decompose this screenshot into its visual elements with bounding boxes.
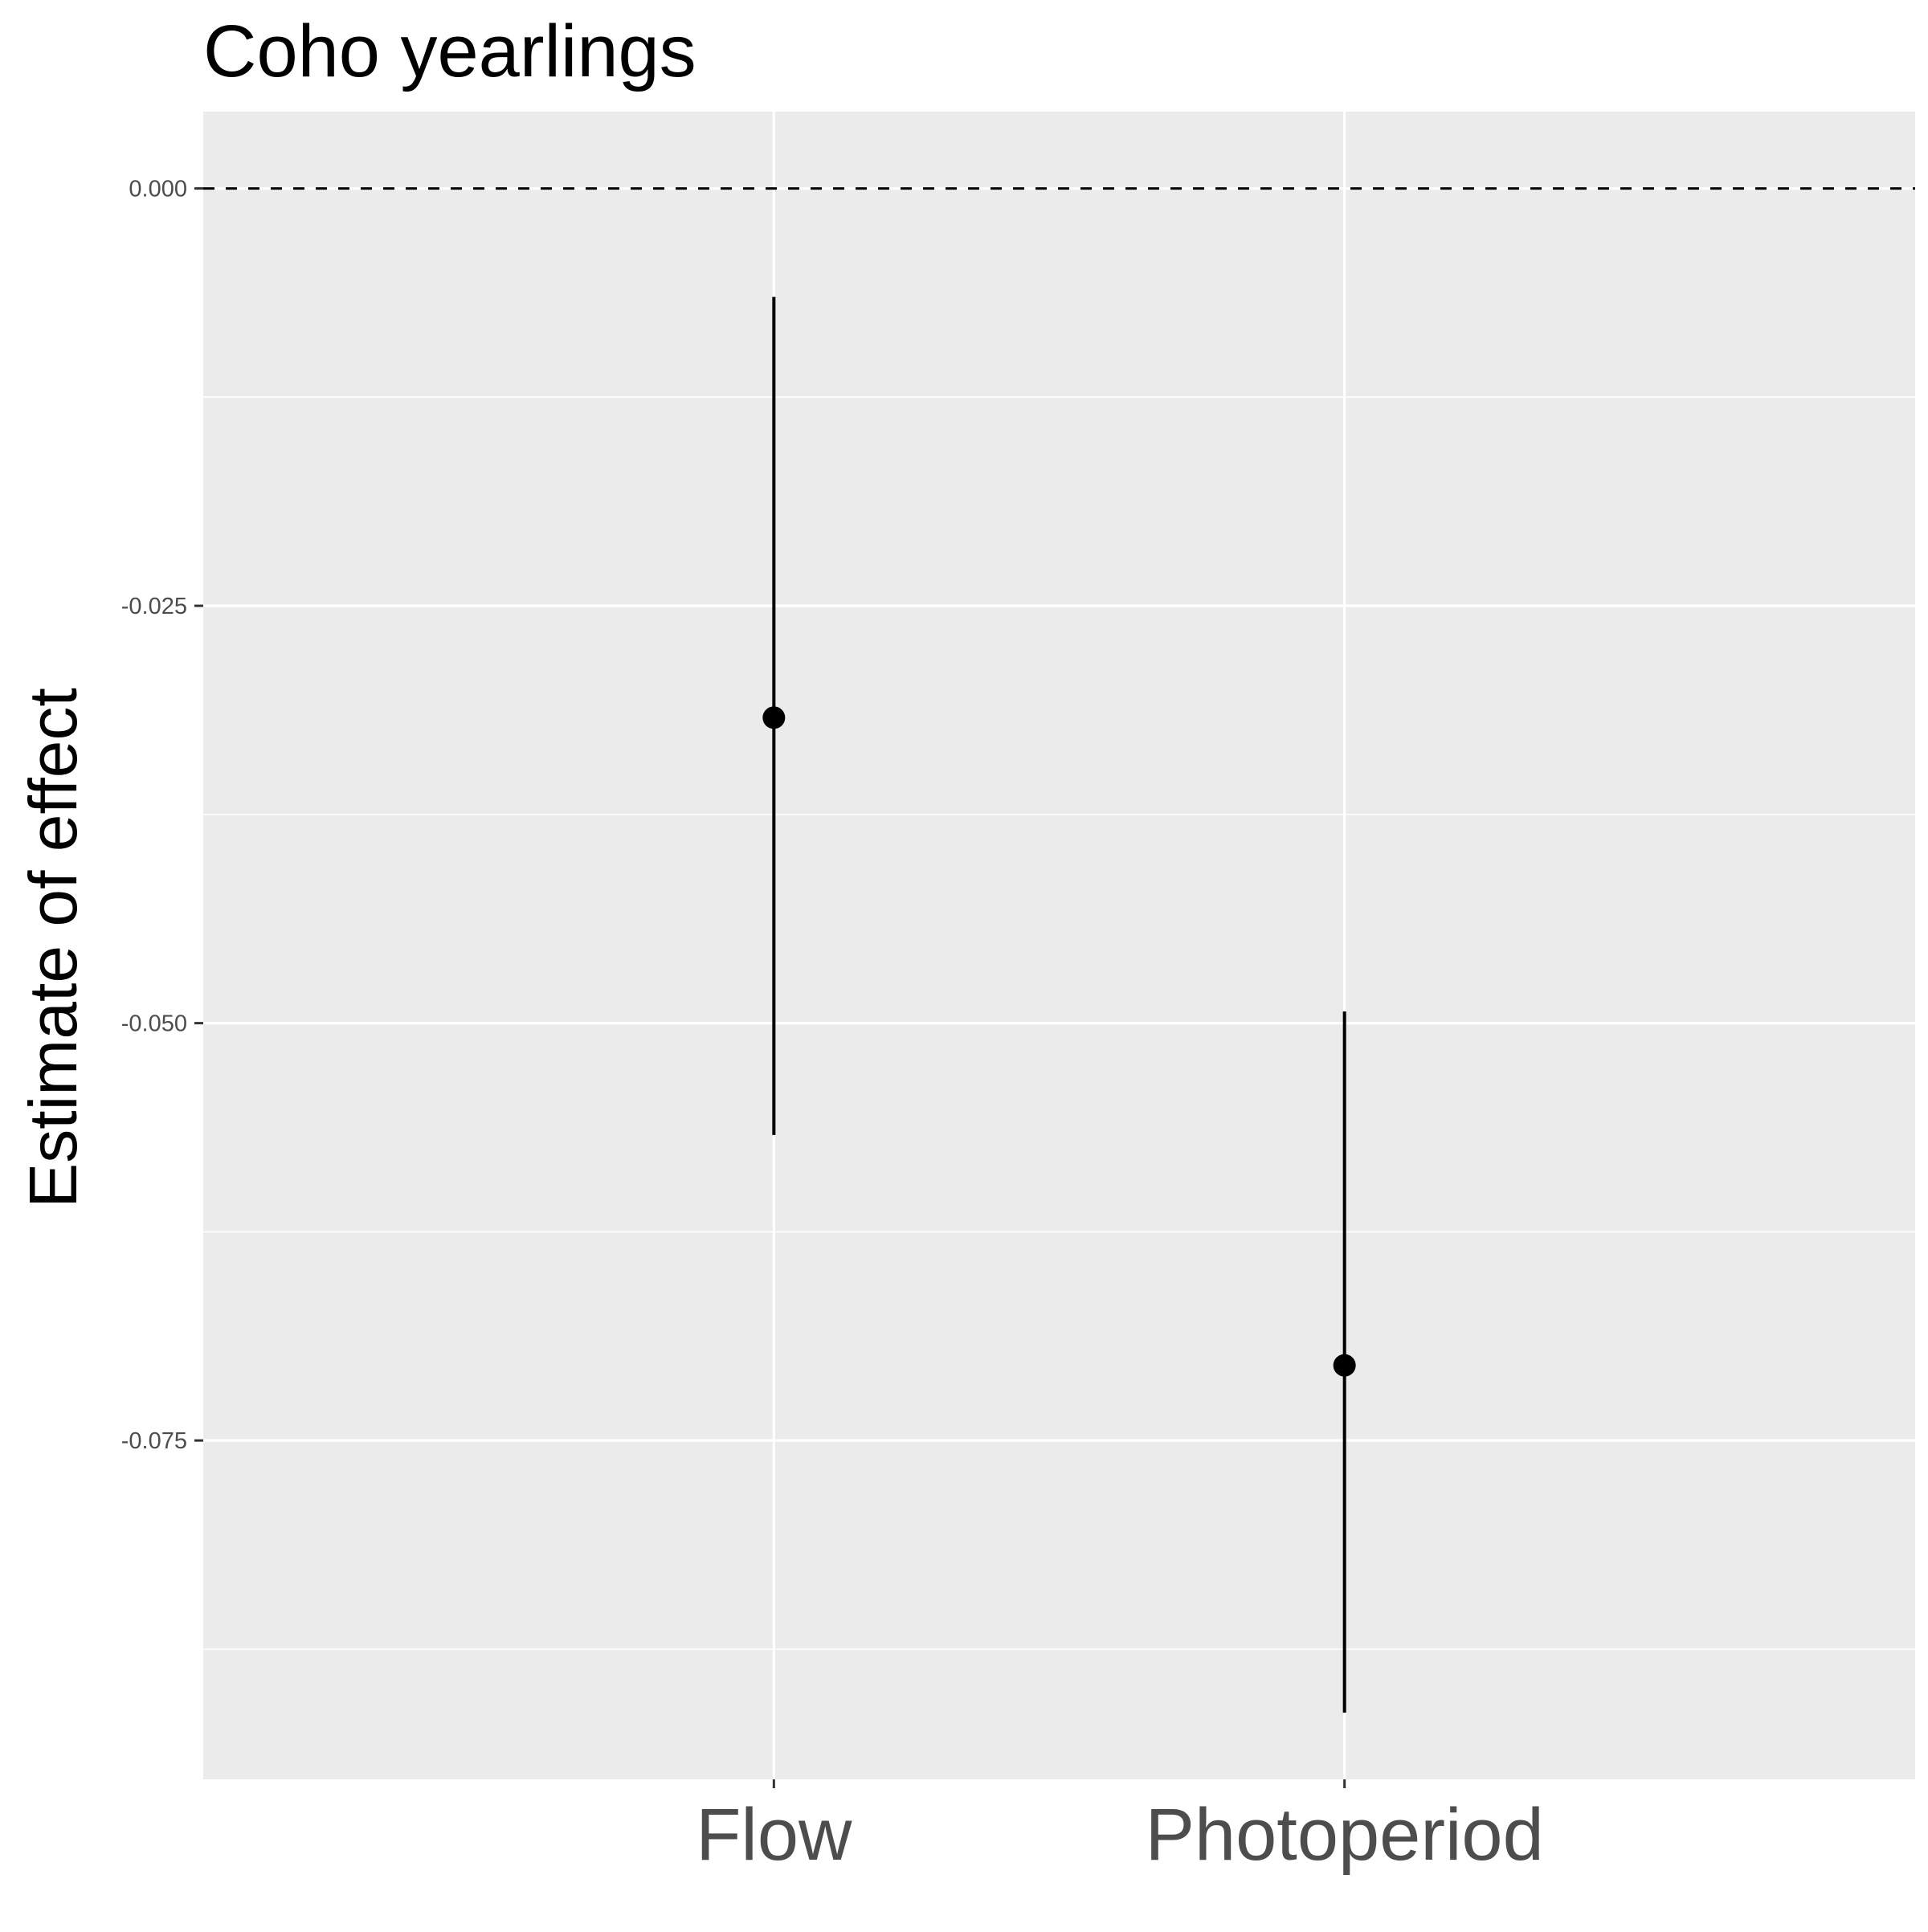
x-tick-label: Flow: [696, 1794, 852, 1876]
x-axis: Flow Photoperiod: [696, 1779, 1544, 1876]
y-axis-label: Estimate of effect: [15, 688, 91, 1207]
y-tick-label: -0.025: [121, 594, 187, 619]
y-axis: 0.000 -0.025 -0.050 -0.075: [121, 177, 203, 1454]
y-tick-label: -0.050: [121, 1011, 187, 1037]
y-tick-label: 0.000: [129, 177, 187, 202]
y-tick-label: -0.075: [121, 1428, 187, 1454]
point-estimate-photoperiod: [1333, 1354, 1356, 1377]
chart-title: Coho yearlings: [203, 10, 696, 92]
plot-panel: [203, 112, 1915, 1779]
marks-layer: [762, 296, 1356, 1713]
point-estimate-flow: [762, 706, 786, 729]
x-tick-label: Photoperiod: [1146, 1794, 1544, 1876]
